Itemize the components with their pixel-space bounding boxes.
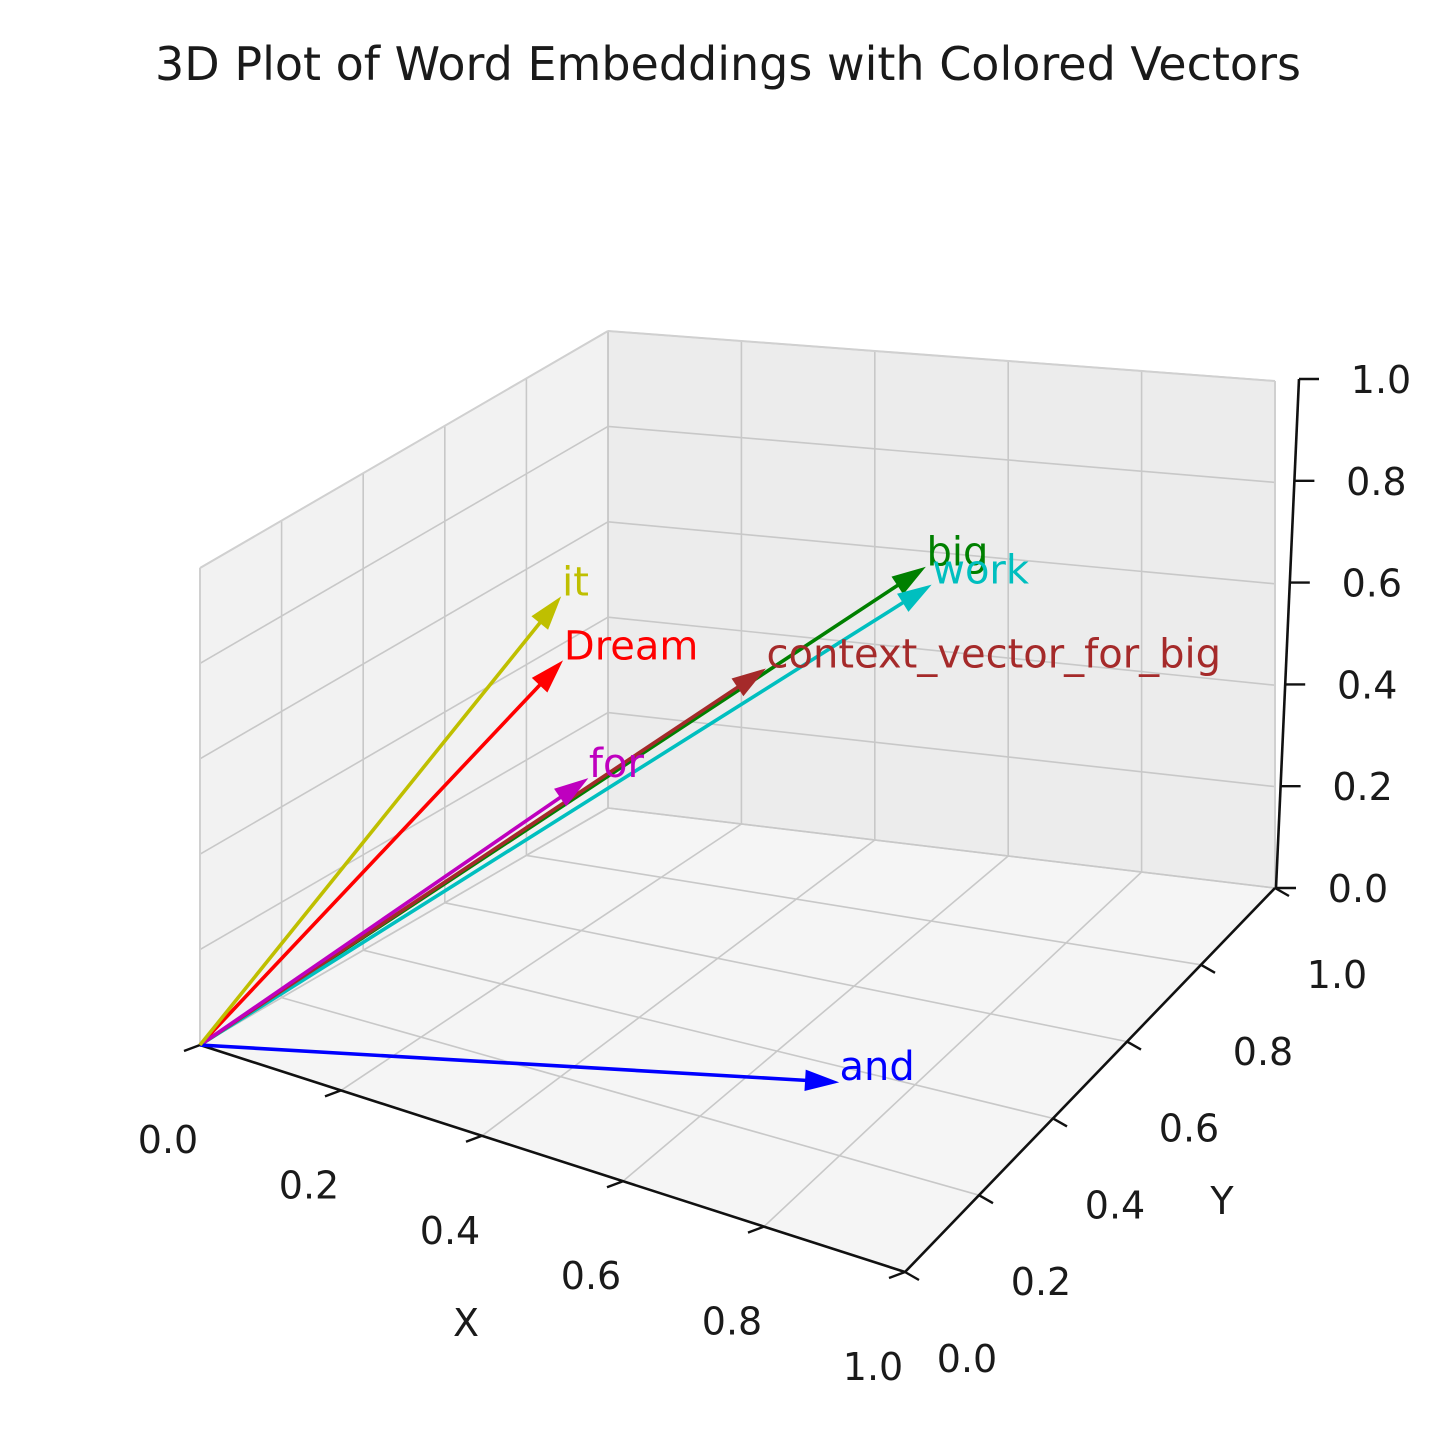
grid-line — [199, 807, 609, 1046]
x-tick-label: 1.0 — [843, 1345, 903, 1389]
z-tick-label: 0.4 — [1337, 663, 1397, 707]
arrowhead-work — [897, 584, 932, 612]
z-tick-label: 0.2 — [1332, 765, 1392, 809]
axes-panes — [200, 331, 1275, 1272]
x-tick-label: 0.2 — [279, 1163, 339, 1207]
vector-label-context_vector_for_big: context_vector_for_big — [767, 631, 1222, 677]
y-tick-label: 0.4 — [1085, 1183, 1145, 1227]
vector-and — [199, 1043, 806, 1083]
x-tick — [465, 1134, 483, 1143]
y-tick — [904, 1270, 920, 1282]
y-axis-line — [904, 887, 1276, 1273]
grid-line — [481, 839, 876, 1137]
y-tick-label: 1.0 — [1307, 953, 1367, 997]
vector-label-for: for — [589, 741, 645, 787]
y-tick — [1200, 963, 1216, 974]
x-tick — [324, 1089, 342, 1098]
x-axis-line — [199, 1043, 906, 1274]
x-tick — [747, 1225, 765, 1234]
vector-label-and: and — [840, 1044, 915, 1090]
y-tick — [978, 1194, 994, 1205]
grid-line — [622, 855, 1009, 1182]
z-axis-line — [1274, 378, 1301, 889]
vector-label-Dream: Dream — [564, 624, 698, 670]
x-axis-label: X — [453, 1301, 479, 1345]
z-tick-label: 0.6 — [1342, 562, 1402, 606]
y-tick — [1052, 1117, 1068, 1128]
grid-line — [199, 616, 609, 855]
axis-lines — [199, 378, 1301, 1274]
x-tick — [183, 1043, 201, 1053]
z-tick-label: 0.8 — [1346, 460, 1406, 504]
z-tick-label: 0.0 — [1328, 867, 1388, 911]
y-tick — [1274, 886, 1290, 898]
grid-line — [607, 807, 1276, 889]
vector-Dream — [198, 683, 542, 1047]
arrowhead-for — [554, 778, 589, 807]
arrowhead-big — [891, 566, 926, 595]
grid-line — [363, 949, 1054, 1120]
vector-label-work: work — [932, 547, 1030, 593]
y-tick — [1126, 1040, 1142, 1051]
grid-line — [281, 996, 980, 1196]
pane-edge — [199, 330, 609, 569]
grid-line — [607, 711, 1276, 788]
chart-title: 3D Plot of Word Embeddings with Colored … — [155, 37, 1301, 91]
x-tick-label: 0.8 — [702, 1300, 762, 1344]
x-tick — [888, 1270, 906, 1280]
x-tick-label: 0.6 — [561, 1254, 621, 1298]
vector-it — [198, 621, 542, 1047]
x-tick-label: 0.0 — [138, 1118, 198, 1162]
x-tick — [606, 1180, 624, 1189]
y-axis-label: Y — [1209, 1179, 1234, 1223]
floor-pane — [200, 808, 1275, 1272]
grid-line — [444, 902, 1128, 1043]
y-tick-label: 0.0 — [937, 1337, 997, 1381]
back-pane — [608, 331, 1275, 888]
arrowhead-context_vector_for_big — [731, 668, 766, 697]
grid-line — [607, 425, 1276, 484]
grid-line — [340, 823, 742, 1092]
x-tick-label: 0.4 — [420, 1209, 480, 1253]
grid-line — [763, 871, 1143, 1228]
arrowhead-and — [804, 1069, 840, 1091]
grid-line — [199, 425, 609, 665]
vector-label-it: it — [562, 560, 589, 606]
arrowhead-Dream — [531, 660, 564, 693]
z-tick-label: 1.0 — [1351, 358, 1411, 402]
grid-line — [607, 616, 1276, 686]
y-tick-label: 0.8 — [1233, 1030, 1293, 1074]
pane-edge — [607, 330, 1276, 382]
y-tick-label: 0.6 — [1159, 1107, 1219, 1151]
vector-for — [198, 795, 562, 1047]
y-tick-label: 0.2 — [1011, 1260, 1071, 1304]
grid-line — [607, 521, 1276, 585]
grid-line — [199, 521, 609, 760]
grid-line — [526, 854, 1202, 966]
vector-work — [199, 601, 905, 1047]
tick-marks: 0.0 0.2 0.4 0.6 0.8 1.0 0.0 0.2 0.4 0.6 0.8 1.0 0.0 0… — [138, 358, 1411, 1389]
arrowhead-it — [531, 596, 562, 630]
vector-label-big: big — [927, 530, 989, 576]
